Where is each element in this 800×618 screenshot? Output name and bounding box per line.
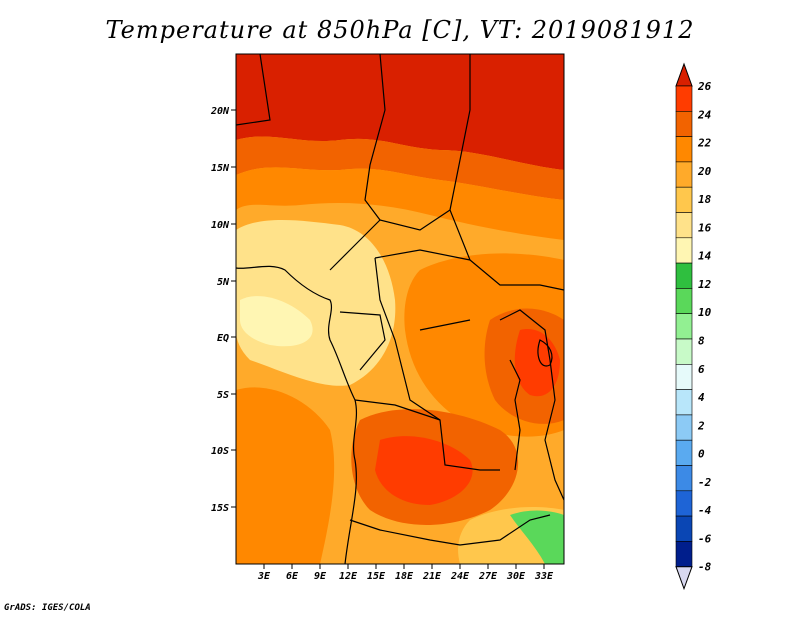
colorbar-label: 6: [698, 363, 705, 376]
colorbar-label: -4: [698, 504, 712, 517]
colorbar-label: 12: [698, 278, 712, 291]
colorbar-swatch: [675, 439, 693, 466]
lat-tick-20N: 20N: [210, 106, 236, 117]
lon-label: 27E: [478, 571, 498, 582]
colorbar-swatch: [675, 490, 693, 517]
lat-tick-10N: 10N: [211, 220, 236, 231]
lat-axis: 20N 15N 10N 5N EQ 5S 10S 15S: [210, 106, 236, 514]
lat-label: 5S: [217, 390, 229, 401]
colorbar-swatch: [675, 363, 693, 390]
lon-label: 21E: [422, 571, 442, 582]
lon-tick-9E: 9E: [314, 564, 327, 582]
colorbar-swatch: [675, 414, 693, 441]
colorbar-label: 10: [698, 306, 712, 319]
lat-tick-10S: 10S: [211, 446, 236, 457]
colorbar-label: 8: [698, 334, 705, 347]
colorbar-label: -6: [698, 532, 712, 545]
colorbar-top-arrow: [675, 62, 693, 87]
colorbar-label: -2: [698, 476, 712, 489]
colorbar-swatch: [675, 313, 693, 340]
lon-label: 18E: [395, 571, 414, 582]
lon-tick-27E: 27E: [478, 564, 498, 582]
colorbar-bottom-arrow: [675, 566, 693, 591]
colorbar-swatch: [675, 389, 693, 416]
lon-label: 33E: [534, 571, 554, 582]
colorbar-swatch: [675, 186, 693, 213]
colorbar-swatch: [675, 212, 693, 239]
lat-tick-EQ: EQ: [217, 333, 236, 344]
colorbar-label: 18: [698, 193, 712, 206]
lon-tick-30E: 30E: [506, 564, 526, 582]
colorbar-swatch: [675, 161, 693, 188]
lon-label: 9E: [314, 571, 327, 582]
colorbar-swatch: [675, 237, 693, 264]
lat-label: 15N: [211, 163, 230, 174]
colorbar-swatch: [675, 111, 693, 137]
lon-label: 12E: [339, 571, 358, 582]
colorbar-swatch: [675, 515, 693, 542]
lon-label: 30E: [506, 571, 526, 582]
colorbar-swatch: [675, 338, 693, 365]
colorbar-label: 24: [697, 108, 712, 121]
country-borders: [235, 53, 565, 565]
lat-tick-5N: 5N: [217, 277, 236, 288]
footer-credit: GrADS: IGES/COLA: [4, 603, 91, 613]
colorbar-swatch: [675, 85, 693, 112]
colorbar-label: 2: [697, 419, 705, 432]
lon-tick-6E: 6E: [286, 564, 299, 582]
lon-tick-12E: 12E: [339, 564, 358, 582]
map-title: Temperature at 850hPa [C], VT: 201908191…: [105, 16, 695, 44]
lat-tick-15N: 15N: [211, 163, 236, 174]
colorbar-label: 14: [698, 250, 712, 263]
lon-label: 15E: [367, 571, 386, 582]
lat-label: 20N: [210, 106, 230, 117]
colorbar-label: 0: [698, 448, 705, 461]
lon-tick-18E: 18E: [395, 564, 414, 582]
lat-label: 10S: [211, 446, 229, 457]
colorbar-label: 20: [697, 165, 712, 178]
colorbar-swatch: [675, 465, 693, 492]
colorbar-swatch: [675, 288, 693, 314]
lat-label: 10N: [211, 220, 230, 231]
lat-label: 5N: [217, 277, 230, 288]
lat-tick-5S: 5S: [217, 390, 236, 401]
lat-tick-15S: 15S: [211, 503, 236, 514]
colorbar-swatch: [675, 262, 693, 289]
lat-label: EQ: [217, 333, 229, 344]
lon-tick-21E: 21E: [422, 564, 442, 582]
colorbar-label: 4: [698, 391, 705, 404]
lon-tick-33E: 33E: [534, 564, 554, 582]
lon-tick-3E: 3E: [257, 564, 271, 582]
colorbar-label: 26: [697, 80, 712, 93]
lon-label: 24E: [450, 571, 470, 582]
lon-tick-15E: 15E: [367, 564, 386, 582]
lon-axis: 3E 6E 9E 12E 15E 18E 21E 24E 27E 30E 33E: [257, 564, 554, 582]
temperature-field: [236, 54, 564, 564]
colorbar-label: -8: [698, 561, 712, 574]
colorbar-swatch: [675, 136, 693, 163]
colorbar-label: 16: [698, 221, 712, 234]
lon-tick-24E: 24E: [450, 564, 470, 582]
lon-label: 3E: [257, 571, 271, 582]
map-frame: [235, 53, 565, 565]
lat-label: 15S: [211, 503, 229, 514]
colorbar-label: 22: [697, 137, 712, 150]
lon-label: 6E: [286, 571, 299, 582]
colorbar-swatch: [675, 541, 693, 568]
